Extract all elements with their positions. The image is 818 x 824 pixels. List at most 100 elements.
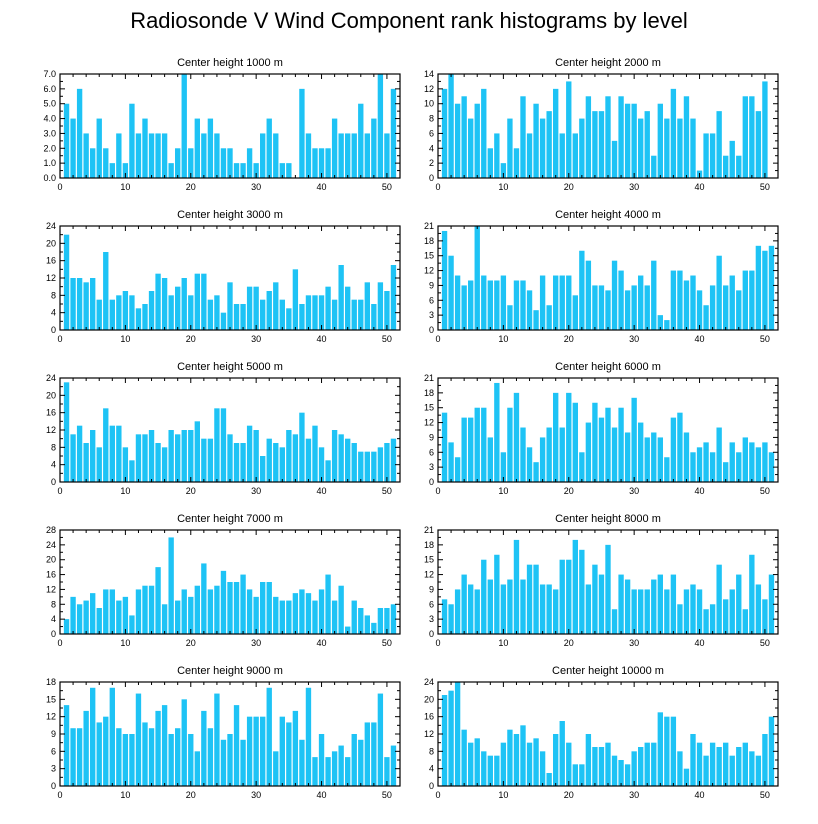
y-tick-label: 9 — [429, 280, 434, 290]
y-tick-label: 15 — [46, 694, 56, 704]
bar — [664, 118, 670, 178]
x-tick-label: 30 — [629, 182, 639, 192]
y-tick-label: 12 — [46, 273, 56, 283]
bar — [677, 118, 683, 178]
bar — [181, 589, 187, 634]
bar — [175, 148, 181, 178]
bar — [70, 118, 76, 178]
bar — [233, 163, 240, 178]
bar — [683, 768, 690, 786]
bar — [441, 695, 448, 786]
bar — [703, 609, 709, 634]
bar — [220, 739, 227, 786]
bar — [188, 430, 194, 482]
bar — [696, 447, 703, 482]
x-tick-label: 10 — [120, 790, 130, 800]
y-tick-label: 6 — [51, 746, 56, 756]
bar — [194, 273, 200, 330]
bar — [487, 280, 493, 330]
bar — [546, 305, 552, 330]
bar — [240, 304, 246, 330]
x-tick-label: 30 — [629, 334, 639, 344]
bar — [364, 722, 370, 786]
bar — [122, 596, 129, 634]
panel-title: Center height 1000 m — [177, 57, 283, 69]
bar — [220, 148, 227, 178]
bar — [358, 103, 364, 178]
bar — [448, 74, 454, 178]
bar — [768, 452, 775, 482]
bar — [742, 437, 748, 482]
bar — [390, 745, 397, 786]
bar — [194, 118, 200, 178]
bar — [338, 585, 344, 634]
y-tick-label: 6 — [429, 447, 434, 457]
bar — [161, 604, 168, 634]
bar — [161, 133, 168, 178]
bar — [500, 452, 507, 482]
bar — [227, 734, 233, 786]
bar — [273, 282, 279, 330]
bar — [520, 725, 526, 786]
bar — [723, 599, 729, 634]
bar — [474, 103, 480, 178]
bar — [454, 457, 461, 482]
bar — [670, 417, 677, 482]
bar — [703, 755, 709, 786]
x-tick-label: 0 — [435, 486, 440, 496]
bar — [624, 579, 631, 634]
x-tick-label: 20 — [564, 790, 574, 800]
y-tick-label: 12 — [46, 425, 56, 435]
y-tick-label: 4 — [51, 460, 56, 470]
bar — [96, 608, 102, 634]
bar — [220, 570, 227, 634]
bar — [135, 133, 142, 178]
x-tick-label: 0 — [57, 790, 62, 800]
bar — [253, 163, 259, 178]
y-tick-label: 15 — [424, 251, 434, 261]
bar — [729, 589, 735, 634]
bar — [441, 599, 448, 634]
bar — [690, 584, 696, 634]
bar — [351, 443, 357, 482]
bar — [318, 447, 325, 482]
bar — [579, 250, 585, 330]
y-tick-label: 2 — [429, 158, 434, 168]
y-tick-label: 12 — [424, 266, 434, 276]
bar — [161, 705, 168, 786]
bar — [142, 118, 148, 178]
y-tick-label: 18 — [424, 236, 434, 246]
bar — [233, 705, 240, 786]
bar — [318, 734, 325, 786]
bar — [76, 728, 83, 786]
panel-title: Center height 4000 m — [555, 209, 661, 221]
y-tick-label: 16 — [46, 570, 56, 580]
x-tick-label: 50 — [382, 638, 392, 648]
bar — [207, 728, 214, 786]
bar — [749, 554, 755, 634]
bar — [377, 608, 384, 634]
bar — [618, 407, 624, 482]
y-tick-label: 4 — [429, 143, 434, 153]
bar — [461, 285, 467, 330]
x-tick-label: 0 — [435, 638, 440, 648]
panel-5: Center height 5000 m 0 10 20 30 40 50 0 4 8 12 16 20… — [46, 361, 401, 496]
bar — [592, 564, 598, 634]
bar — [390, 604, 397, 634]
bar — [631, 589, 637, 634]
bar — [135, 434, 142, 482]
bar — [246, 425, 253, 482]
panel-title: Center height 2000 m — [555, 57, 661, 69]
bar — [572, 295, 578, 330]
bar — [742, 742, 748, 786]
bar — [201, 563, 207, 634]
bar — [253, 596, 259, 634]
panel-title: Center height 5000 m — [177, 361, 283, 373]
bar — [233, 304, 240, 330]
bar — [181, 74, 187, 178]
bar — [762, 81, 768, 178]
x-tick-label: 50 — [382, 334, 392, 344]
bar — [644, 589, 650, 634]
bar — [220, 312, 227, 330]
bar — [592, 747, 598, 786]
